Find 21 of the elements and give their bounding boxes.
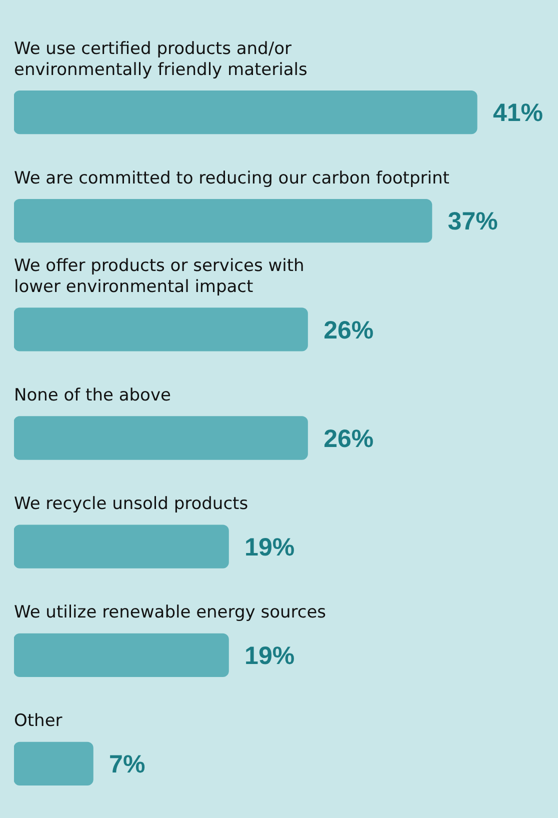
- data-label: 26%: [324, 424, 374, 453]
- y-tick-label: We are committed to reducing our carbon footprint: [14, 168, 450, 188]
- y-tick-label: We recycle unsold products: [14, 494, 248, 514]
- data-label: 41%: [492, 99, 544, 128]
- y-tick-label: None of the above: [14, 386, 171, 406]
- data-label: 19%: [244, 642, 295, 670]
- data-label: 7%: [109, 750, 146, 779]
- y-tick-label: We utilize renewable energy sources: [14, 602, 326, 623]
- bar: [14, 416, 308, 460]
- y-tick-label: We use certified products and/or environmentally friendly materials: [14, 38, 308, 80]
- data-label: 37%: [448, 208, 498, 236]
- bar: [14, 308, 308, 352]
- y-tick-label: We offer products or services with lower environmental impact: [14, 256, 304, 297]
- data-label: 19%: [244, 533, 295, 562]
- bar: [14, 90, 478, 134]
- bar: [14, 742, 94, 786]
- y-tick-label: Other: [14, 711, 62, 732]
- bar: [14, 633, 229, 677]
- data-label: 26%: [324, 316, 374, 344]
- bar: [14, 524, 229, 568]
- bar: [14, 199, 432, 243]
